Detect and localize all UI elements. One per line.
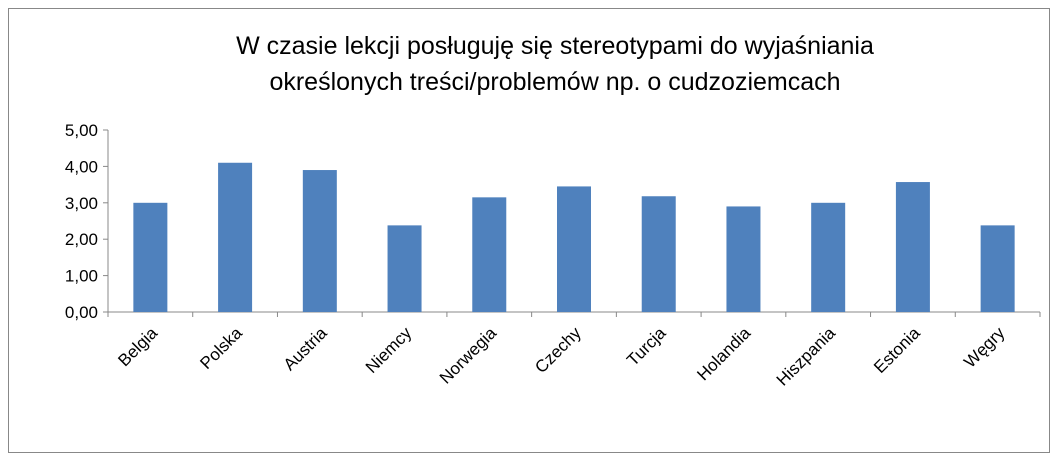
bar	[641, 196, 676, 312]
chart-title: określonych treści/problemów np. o cudzo…	[269, 68, 840, 96]
y-tick-label: 5,00	[65, 121, 98, 140]
y-tick-label: 2,00	[65, 230, 98, 249]
bar	[133, 202, 168, 312]
chart-title: W czasie lekcji posługuję się stereotypa…	[236, 32, 874, 60]
bar	[302, 170, 337, 312]
bar	[980, 225, 1015, 312]
y-tick-label: 4,00	[65, 157, 98, 176]
bar	[218, 162, 253, 312]
y-tick-label: 3,00	[65, 194, 98, 213]
bar	[895, 182, 930, 312]
y-tick-label: 0,00	[65, 303, 98, 322]
y-tick-label: 1,00	[65, 267, 98, 286]
bar	[811, 202, 846, 312]
chart-frame	[8, 8, 1050, 453]
bar	[726, 206, 761, 312]
bar	[472, 197, 507, 312]
bar	[557, 186, 591, 312]
bar	[387, 225, 422, 312]
